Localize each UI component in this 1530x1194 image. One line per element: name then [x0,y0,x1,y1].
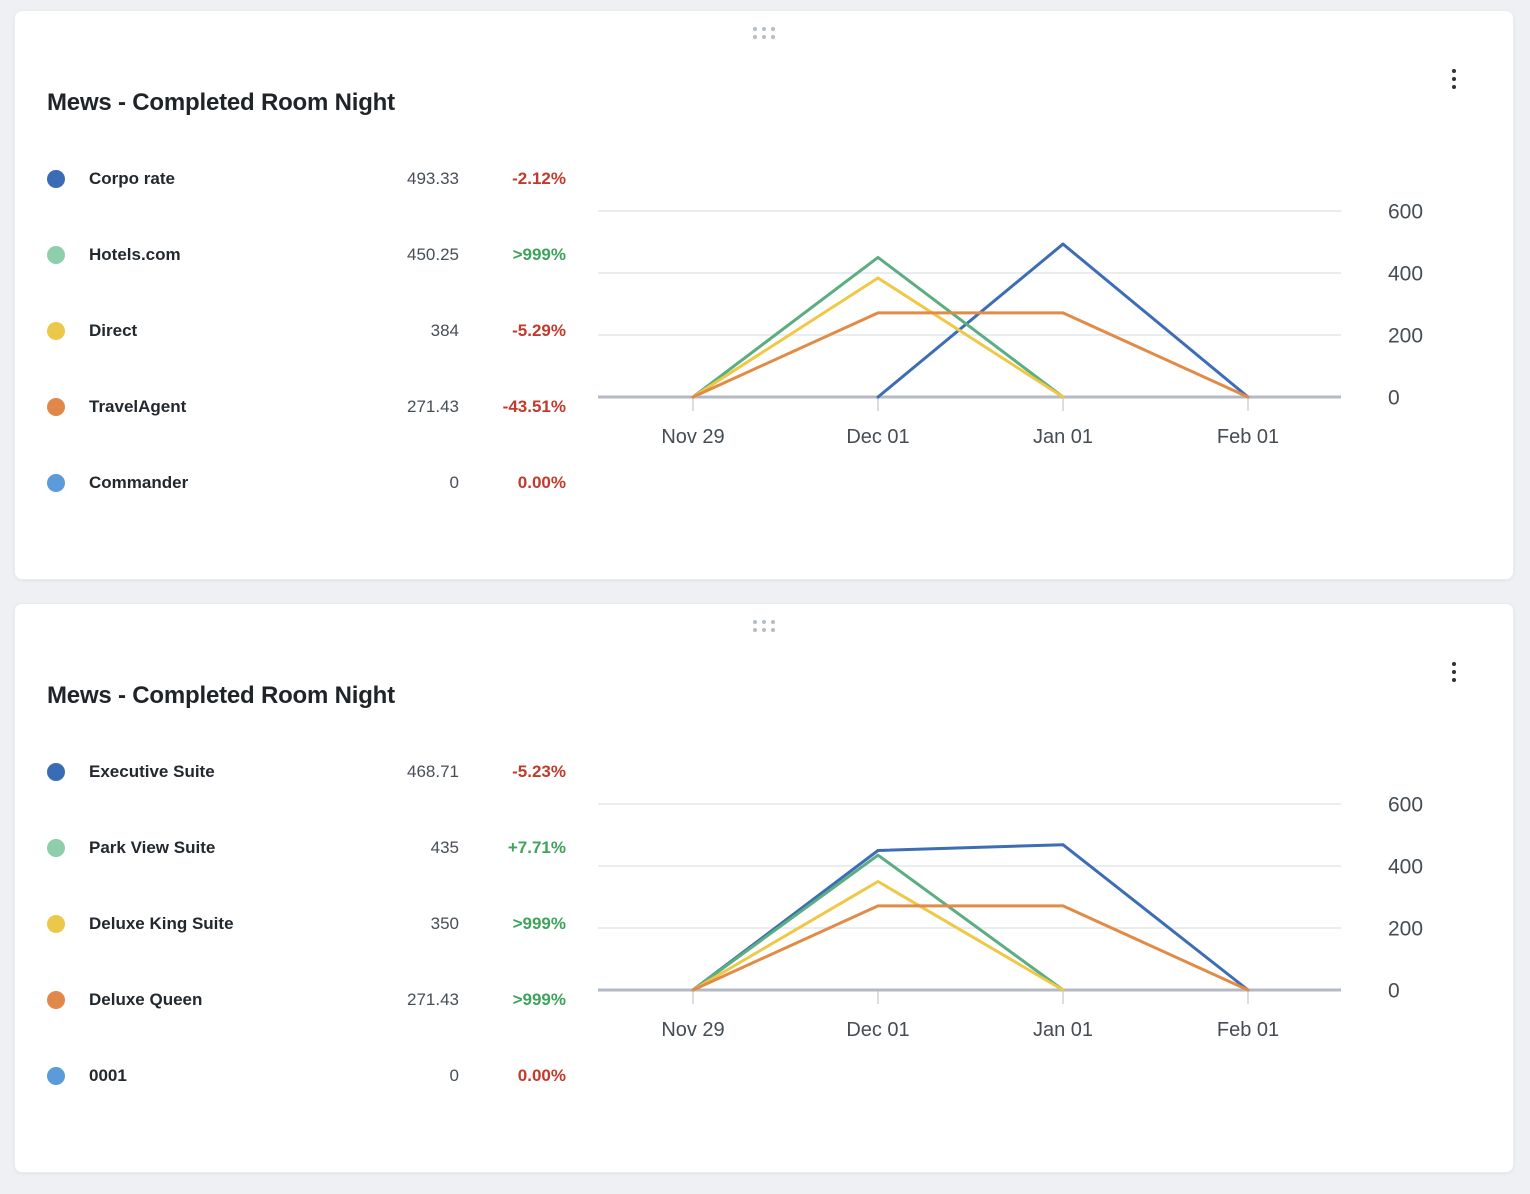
legend-change-badge: -2.12% [512,169,566,188]
x-axis-tick-label: Dec 01 [846,1019,909,1041]
x-axis-tick-label: Dec 01 [846,426,909,448]
legend-item-executive-suite[interactable]: Executive Suite 468.71 -5.23% [47,760,566,784]
room-night-line-chart: 0 200 400 600 Nov 29 Dec 01 Jan 01 Feb 01 [598,201,1423,448]
series-dot-icon [47,246,65,264]
kebab-menu-icon[interactable] [1443,63,1465,95]
kebab-menu-icon[interactable] [1443,656,1465,688]
legend-value: 0 [449,473,459,492]
series-dot-icon [47,398,65,416]
y-axis-tick-label: 200 [1388,918,1423,941]
legend-change-badge: +7.71% [507,838,566,857]
legend-value: 450.25 [407,245,459,264]
widget-card-channels: Mews - Completed Room Night Corpo rate 49… [14,10,1514,580]
y-axis-tick-label: 400 [1388,263,1423,286]
legend-change-badge: -43.51% [502,397,566,416]
legend-change-badge: >999% [512,245,566,264]
legend-item-deluxe-king-suite[interactable]: Deluxe King Suite 350 >999% [47,912,566,936]
drag-handle-icon[interactable] [749,616,779,636]
series-dot-icon [47,915,65,933]
legend-label: Deluxe King Suite [89,914,234,933]
legend-label: Commander [89,473,189,492]
legend-label: Direct [89,321,138,340]
legend-change-badge: -5.23% [512,762,566,781]
legend-value: 350 [430,914,459,933]
series-dot-icon [47,991,65,1009]
legend-item-direct[interactable]: Direct 384 -5.29% [47,319,566,343]
x-axis-tick-label: Nov 29 [661,1019,724,1041]
room-night-line-chart: 0 200 400 600 Nov 29 Dec 01 Jan 01 Feb 01 [598,794,1423,1041]
legend-label: TravelAgent [89,397,187,416]
series-dot-icon [47,474,65,492]
legend-panel: Executive Suite 468.71 -5.23% Park View Sui… [47,760,566,1140]
legend-value: 271.43 [407,990,459,1009]
legend-item-park-view-suite[interactable]: Park View Suite 435 +7.71% [47,836,566,860]
legend-item-corpo-rate[interactable]: Corpo rate 493.33 -2.12% [47,167,566,191]
legend-label: Park View Suite [89,838,216,857]
x-axis-tick-label: Jan 01 [1033,1019,1093,1041]
y-axis-tick-label: 200 [1388,325,1423,348]
legend-label: Hotels.com [89,245,181,264]
series-dot-icon [47,170,65,188]
y-axis-tick-label: 0 [1388,387,1400,410]
x-axis-tick-label: Feb 01 [1217,1019,1279,1041]
legend-label: Corpo rate [89,169,175,188]
series-line-deluxe-queen [691,904,1250,992]
legend-label: 0001 [89,1066,127,1085]
legend-item-0001[interactable]: 0001 0 0.00% [47,1064,566,1088]
series-dot-icon [47,322,65,340]
series-line-park-view-suite [691,853,1065,992]
series-dot-icon [47,839,65,857]
x-axis-tick-label: Jan 01 [1033,426,1093,448]
legend-change-badge: 0.00% [517,473,566,492]
series-dot-icon [47,763,65,781]
widget-card-room-types: Mews - Completed Room Night Executive Su… [14,603,1514,1173]
legend-item-hotels-com[interactable]: Hotels.com 450.25 >999% [47,243,566,267]
legend-value: 384 [430,321,459,340]
legend-change-badge: >999% [512,914,566,933]
card-title: Mews - Completed Room Night [47,681,395,709]
x-axis-tick-label: Feb 01 [1217,426,1279,448]
legend-item-travelagent[interactable]: TravelAgent 271.43 -43.51% [47,395,566,419]
legend-value: 468.71 [407,762,459,781]
series-line-deluxe-king-suite [691,880,1065,992]
legend-value: 493.33 [407,169,459,188]
legend-change-badge: 0.00% [517,1066,566,1085]
legend-label: Deluxe Queen [89,990,203,1009]
series-line-hotels-com [691,255,1065,399]
y-axis-tick-label: 0 [1388,980,1400,1003]
y-axis-tick-label: 400 [1388,856,1423,879]
legend-value: 435 [430,838,459,857]
series-line-executive-suite [691,843,1250,992]
legend-value: 0 [449,1066,459,1085]
series-line-direct [691,276,1065,399]
x-axis-tick-label: Nov 29 [661,426,724,448]
series-dot-icon [47,1067,65,1085]
y-axis-tick-label: 600 [1388,794,1423,817]
legend-item-commander[interactable]: Commander 0 0.00% [47,471,566,495]
legend-panel: Corpo rate 493.33 -2.12% Hotels.com 450.25 >9… [47,167,566,547]
legend-value: 271.43 [407,397,459,416]
card-title: Mews - Completed Room Night [47,88,395,116]
series-line-corpo-rate [876,242,1250,399]
drag-handle-icon[interactable] [749,23,779,43]
series-line-travelagent [691,311,1250,399]
legend-change-badge: -5.29% [512,321,566,340]
legend-change-badge: >999% [512,990,566,1009]
legend-label: Executive Suite [89,762,215,781]
legend-item-deluxe-queen[interactable]: Deluxe Queen 271.43 >999% [47,988,566,1012]
y-axis-tick-label: 600 [1388,201,1423,224]
